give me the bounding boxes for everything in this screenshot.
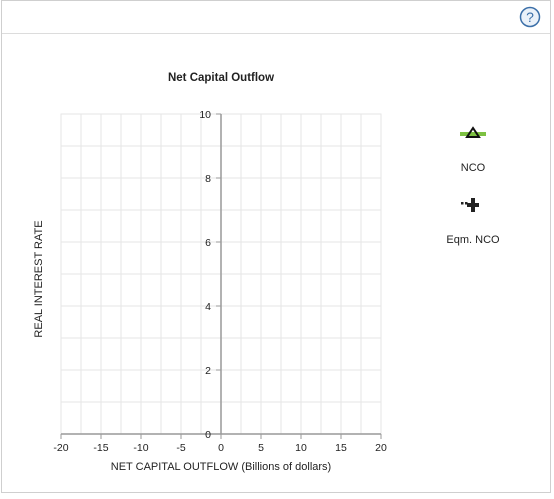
x-tick-label: 5 (258, 442, 264, 454)
legend-item-eqm-nco[interactable] (458, 195, 488, 215)
x-tick-label: -10 (133, 442, 148, 454)
y-axis-label: REAL INTEREST RATE (33, 220, 45, 337)
y-tick-label: 8 (205, 173, 211, 185)
y-tick-label: 10 (199, 109, 211, 121)
y-tick-label: 0 (205, 429, 211, 441)
y-tick-label: 4 (205, 301, 211, 313)
panel-toolbar (2, 1, 550, 34)
plus-cross-tool-icon (461, 198, 479, 212)
chart-area[interactable]: -20 -15 -10 -5 0 5 10 15 20 0 2 4 6 8 10 Net Capital Ou… (2, 1, 550, 491)
svg-text:?: ? (526, 9, 534, 25)
x-tick-label: -5 (176, 442, 185, 454)
chart-title: Net Capital Outflow (168, 72, 274, 84)
x-tick-label: 10 (295, 442, 307, 454)
x-tick-label: 0 (218, 442, 224, 454)
x-axis-label: NET CAPITAL OUTFLOW (Billions of dollars… (111, 461, 331, 473)
x-tick-label: -20 (53, 442, 68, 454)
x-tick-label: -15 (93, 442, 108, 454)
y-tick-label: 6 (205, 237, 211, 249)
triangle-line-tool-icon (460, 126, 486, 138)
legend-label-nco: NCO (460, 162, 486, 174)
help-icon[interactable]: ? (519, 6, 541, 28)
legend-item-nco[interactable] (458, 125, 488, 143)
y-tick-label: 2 (205, 365, 211, 377)
legend-label-eqm-nco: Eqm. NCO (446, 234, 500, 246)
x-tick-label: 15 (335, 442, 347, 454)
x-tick-label: 20 (375, 442, 387, 454)
